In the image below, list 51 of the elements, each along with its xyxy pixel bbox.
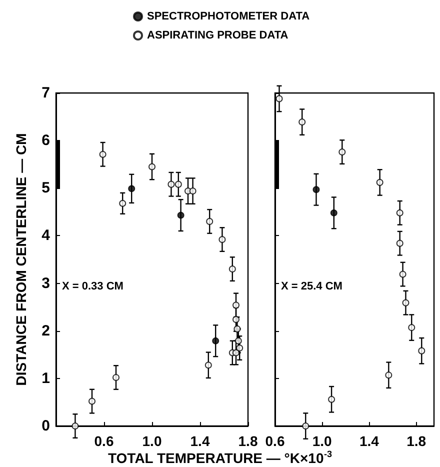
point bbox=[408, 324, 416, 332]
point bbox=[396, 209, 404, 216]
y-tick-label: 6 bbox=[42, 132, 50, 150]
legend-label: ASPIRATING PROBE DATA bbox=[147, 30, 288, 42]
point bbox=[399, 270, 406, 278]
point bbox=[328, 396, 336, 403]
point bbox=[376, 178, 384, 186]
point bbox=[174, 180, 182, 188]
x-tick-label: 1.0 bbox=[142, 433, 162, 449]
point bbox=[228, 266, 236, 273]
point bbox=[128, 185, 136, 192]
point bbox=[330, 209, 338, 216]
point bbox=[212, 337, 220, 344]
point bbox=[402, 299, 410, 306]
point bbox=[119, 200, 126, 207]
point bbox=[218, 236, 226, 244]
x-tick-label: 1.4 bbox=[190, 433, 210, 449]
x-tick-label: 0.6 bbox=[265, 433, 285, 449]
point bbox=[418, 347, 426, 354]
y-axis-title: DISTANCE FROM CENTERLINE — CM bbox=[13, 133, 29, 386]
point bbox=[148, 163, 156, 170]
y-tick-label: 0 bbox=[42, 418, 50, 434]
point bbox=[298, 118, 306, 126]
y-tick-label: 4 bbox=[42, 227, 51, 244]
point bbox=[206, 218, 214, 225]
point bbox=[177, 212, 184, 219]
y-tick-label: 2 bbox=[42, 322, 50, 340]
point bbox=[88, 398, 96, 405]
point bbox=[302, 422, 310, 430]
point bbox=[338, 148, 346, 156]
point bbox=[385, 372, 392, 379]
point bbox=[72, 422, 79, 430]
point bbox=[396, 240, 404, 247]
point bbox=[168, 180, 175, 188]
point bbox=[189, 188, 196, 194]
point bbox=[112, 374, 120, 381]
y-tick-label: 1 bbox=[42, 370, 50, 387]
x-tick-label: 1.0 bbox=[312, 433, 332, 449]
x-tick-label: 1.8 bbox=[406, 433, 426, 449]
annotation: X = 0.33 CM bbox=[62, 280, 124, 293]
point bbox=[312, 186, 320, 194]
y-tick-label: 5 bbox=[42, 180, 50, 197]
x-tick-label: 1.4 bbox=[359, 433, 380, 449]
annotation: X = 25.4 CM bbox=[281, 280, 342, 293]
y-tick-label: 3 bbox=[42, 274, 50, 292]
x-tick-label: 0.6 bbox=[94, 433, 114, 449]
legend-label: SPECTROPHOTOMETER DATA bbox=[147, 10, 310, 22]
point bbox=[99, 150, 106, 158]
x-tick-label: 1.8 bbox=[238, 433, 258, 449]
y-tick-label: 7 bbox=[42, 84, 50, 102]
point bbox=[204, 362, 212, 369]
